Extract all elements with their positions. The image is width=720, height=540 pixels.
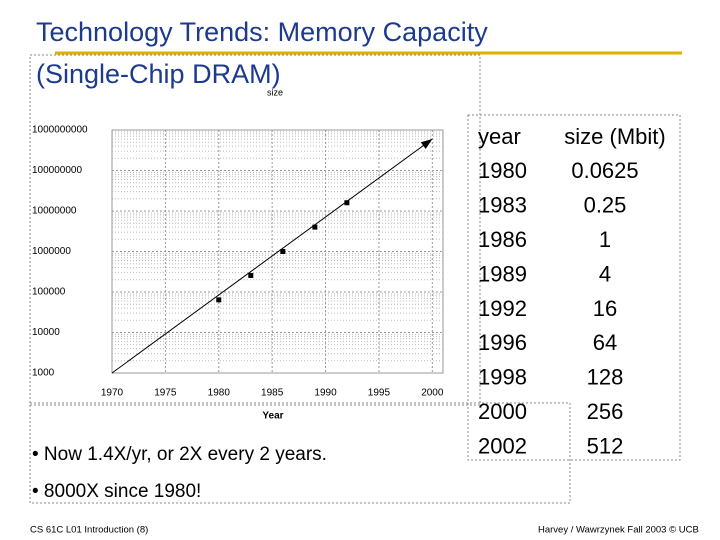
table-frame: [467, 114, 681, 461]
table-cell: 0.25: [584, 193, 627, 218]
y-tick-label: 1000: [32, 368, 55, 379]
title-line: Technology Trends: Memory Capacity: [36, 17, 488, 47]
y-tick-label: 10000000: [32, 206, 77, 217]
y-tick-label: 100000000: [32, 165, 82, 176]
table-cell: 512: [587, 433, 624, 458]
x-axis-label: Year: [262, 411, 283, 422]
x-tick-label: 1975: [154, 388, 177, 399]
data-point: [216, 297, 222, 303]
x-tick-label: 1985: [261, 388, 284, 399]
x-tick-label: 1970: [101, 388, 124, 399]
table-cell: 1980: [478, 158, 527, 183]
bullet: • Now 1.4X/yr, or 2X every 2 years.: [32, 444, 327, 465]
table-cell: 1: [599, 227, 611, 252]
table-cell: 1989: [478, 261, 527, 286]
x-tick-label: 2000: [421, 388, 444, 399]
x-tick-label: 1990: [314, 388, 337, 399]
footer-right: Harvey / Wawrzynek Fall 2003 © UCB: [538, 525, 699, 536]
table-cell: 1998: [478, 365, 527, 390]
bullet-frame: [29, 402, 571, 504]
bullet: • 8000X since 1980!: [32, 481, 201, 502]
table-cell: 256: [587, 399, 624, 424]
data-point: [344, 200, 350, 206]
table-cell: 64: [593, 330, 617, 355]
x-tick-label: 1980: [208, 388, 231, 399]
table-cell: 128: [587, 365, 624, 390]
table-cell: 1996: [478, 330, 527, 355]
data-point: [248, 272, 254, 278]
title-line: (Single-Chip DRAM): [36, 59, 281, 89]
data-point: [280, 249, 286, 254]
table-cell: 0.0625: [571, 158, 638, 183]
y-tick-label: 100000: [32, 287, 66, 298]
table-cell: 2002: [478, 433, 527, 458]
trend-arrowhead: [420, 138, 433, 149]
table-cell: 2000: [478, 399, 527, 424]
table-cell: 4: [599, 261, 611, 286]
table-header: year: [478, 124, 521, 149]
chart-frame: [29, 54, 481, 406]
y-tick-label: 1000000: [32, 246, 71, 257]
trend-line: [111, 138, 433, 374]
y-axis-label: size: [267, 87, 283, 97]
x-tick-label: 1995: [368, 388, 391, 399]
y-tick-label: 1000000000: [32, 125, 88, 136]
table-cell: 1983: [478, 193, 527, 218]
footer-left: CS 61C L01 Introduction (8): [30, 525, 148, 536]
table-cell: 16: [593, 296, 617, 321]
table-cell: 1986: [478, 227, 527, 252]
table-header: size (Mbit): [564, 124, 665, 149]
y-tick-label: 10000: [32, 327, 60, 338]
data-point: [312, 224, 318, 230]
table-cell: 1992: [478, 296, 527, 321]
